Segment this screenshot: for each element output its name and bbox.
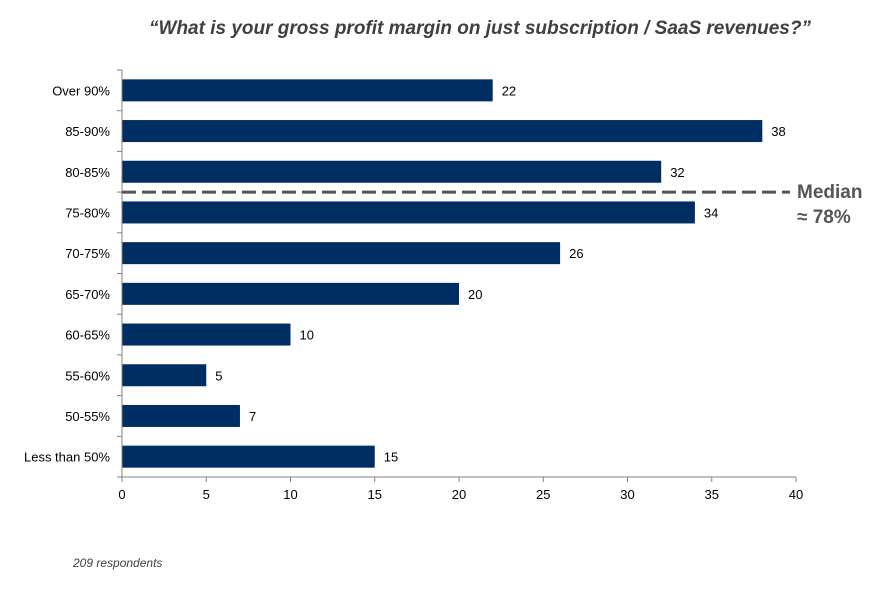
chart-title: “What is your gross profit margin on jus… xyxy=(149,18,811,39)
category-tick-label: 65-70% xyxy=(65,287,110,302)
bar-value-label: 32 xyxy=(670,165,684,180)
bar-value-label: 22 xyxy=(502,83,516,98)
bar-value-label: 5 xyxy=(215,368,222,383)
bar-value-label: 10 xyxy=(300,328,314,343)
category-tick-label: 85-90% xyxy=(65,124,110,139)
bar xyxy=(122,79,493,102)
bar xyxy=(122,282,459,305)
bar-value-label: 34 xyxy=(704,205,718,220)
axis-layer: Over 90% 85-90% 80-85% 75-80% 70-75% 65-70% 60… xyxy=(24,69,803,502)
bar xyxy=(122,404,240,427)
bar xyxy=(122,160,662,183)
bar xyxy=(122,445,375,468)
x-tick-label: 10 xyxy=(283,487,297,502)
category-tick-label: 70-75% xyxy=(65,246,110,261)
x-tick-label: 5 xyxy=(203,487,210,502)
x-tick-label: 0 xyxy=(118,487,125,502)
x-tick-label: 20 xyxy=(452,487,466,502)
bar xyxy=(122,201,695,224)
respondents-footnote: 209 respondents xyxy=(73,556,163,570)
category-tick-label: Less than 50% xyxy=(24,450,110,465)
category-tick-label: 50-55% xyxy=(65,409,110,424)
bar-value-label: 7 xyxy=(249,409,256,424)
x-tick-label: 30 xyxy=(620,487,634,502)
bar-value-label: 38 xyxy=(771,124,785,139)
bar xyxy=(122,364,207,387)
median-value-label: ≈ 78% xyxy=(797,207,851,228)
category-tick-label: 75-80% xyxy=(65,205,110,220)
x-tick-label: 15 xyxy=(368,487,382,502)
bar xyxy=(122,323,291,346)
bar xyxy=(122,242,561,265)
category-tick-label: 55-60% xyxy=(65,368,110,383)
bar-value-label: 20 xyxy=(468,287,482,302)
category-tick-label: Over 90% xyxy=(52,83,110,98)
bar xyxy=(122,120,763,143)
median-label: Median xyxy=(797,182,863,203)
category-tick-label: 60-65% xyxy=(65,328,110,343)
x-tick-label: 35 xyxy=(705,487,719,502)
category-tick-label: 80-85% xyxy=(65,165,110,180)
x-tick-label: 25 xyxy=(536,487,550,502)
x-tick-label: 40 xyxy=(789,487,803,502)
bar-value-label: 26 xyxy=(569,246,583,261)
bars-layer: 22 38 32 34 26 20 10 5 7 15 xyxy=(122,79,786,468)
bar-value-label: 15 xyxy=(384,450,398,465)
